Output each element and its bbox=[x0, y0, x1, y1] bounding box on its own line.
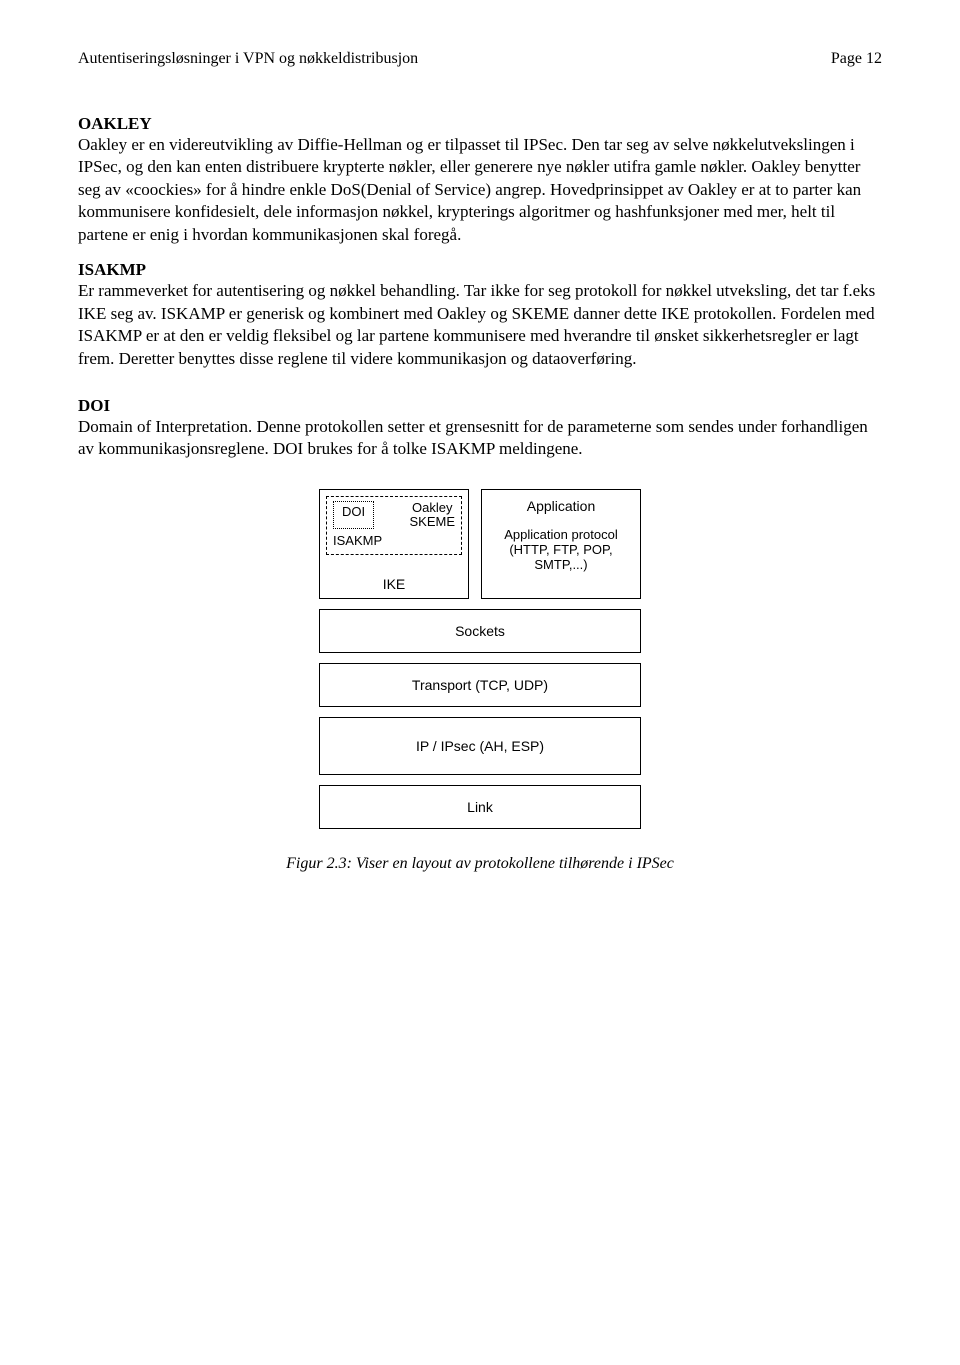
text-doi: Domain of Interpretation. Denne protokol… bbox=[78, 416, 882, 461]
protocol-stack-diagram: DOI Oakley SKEME ISAKMP IKE Application bbox=[78, 489, 882, 839]
document-page: Autentiseringsløsninger i VPN og nøkkeld… bbox=[0, 0, 960, 1365]
app-proto-line3: SMTP,...) bbox=[504, 558, 617, 573]
text-isakmp: Er rammeverket for autentisering og nøkk… bbox=[78, 280, 882, 370]
heading-isakmp: ISAKMP bbox=[78, 260, 882, 280]
text-oakley: Oakley er en videreutvikling av Diffie-H… bbox=[78, 134, 882, 246]
oakley-skeme-label: Oakley SKEME bbox=[409, 501, 455, 530]
heading-oakley: OAKLEY bbox=[78, 114, 882, 134]
diagram-inner: DOI Oakley SKEME ISAKMP IKE Application bbox=[319, 489, 641, 839]
oakley-label: Oakley bbox=[409, 501, 455, 515]
skeme-label: SKEME bbox=[409, 515, 455, 529]
application-title: Application bbox=[527, 498, 596, 514]
layer-link: Link bbox=[319, 785, 641, 829]
heading-doi: DOI bbox=[78, 396, 882, 416]
ike-label: IKE bbox=[320, 576, 468, 592]
header-title: Autentiseringsløsninger i VPN og nøkkeld… bbox=[78, 50, 418, 68]
layer-transport: Transport (TCP, UDP) bbox=[319, 663, 641, 707]
layer-ipsec: IP / IPsec (AH, ESP) bbox=[319, 717, 641, 775]
header-page-number: Page 12 bbox=[831, 50, 882, 68]
page-header: Autentiseringsløsninger i VPN og nøkkeld… bbox=[78, 50, 882, 68]
figure-caption: Figur 2.3: Viser en layout av protokolle… bbox=[78, 855, 882, 873]
app-proto-line2: (HTTP, FTP, POP, bbox=[504, 543, 617, 558]
ike-inner-dashed: DOI Oakley SKEME ISAKMP bbox=[326, 496, 462, 556]
doi-dotted-box: DOI bbox=[333, 501, 374, 530]
ike-inner-top-row: DOI Oakley SKEME bbox=[333, 501, 455, 530]
app-proto-line1: Application protocol bbox=[504, 528, 617, 543]
layer-sockets: Sockets bbox=[319, 609, 641, 653]
ike-box: DOI Oakley SKEME ISAKMP IKE bbox=[319, 489, 469, 599]
diagram-top-row: DOI Oakley SKEME ISAKMP IKE Application bbox=[319, 489, 641, 599]
application-protocol-text: Application protocol (HTTP, FTP, POP, SM… bbox=[504, 528, 617, 573]
application-box: Application Application protocol (HTTP, … bbox=[481, 489, 641, 599]
isakmp-label: ISAKMP bbox=[333, 533, 382, 548]
